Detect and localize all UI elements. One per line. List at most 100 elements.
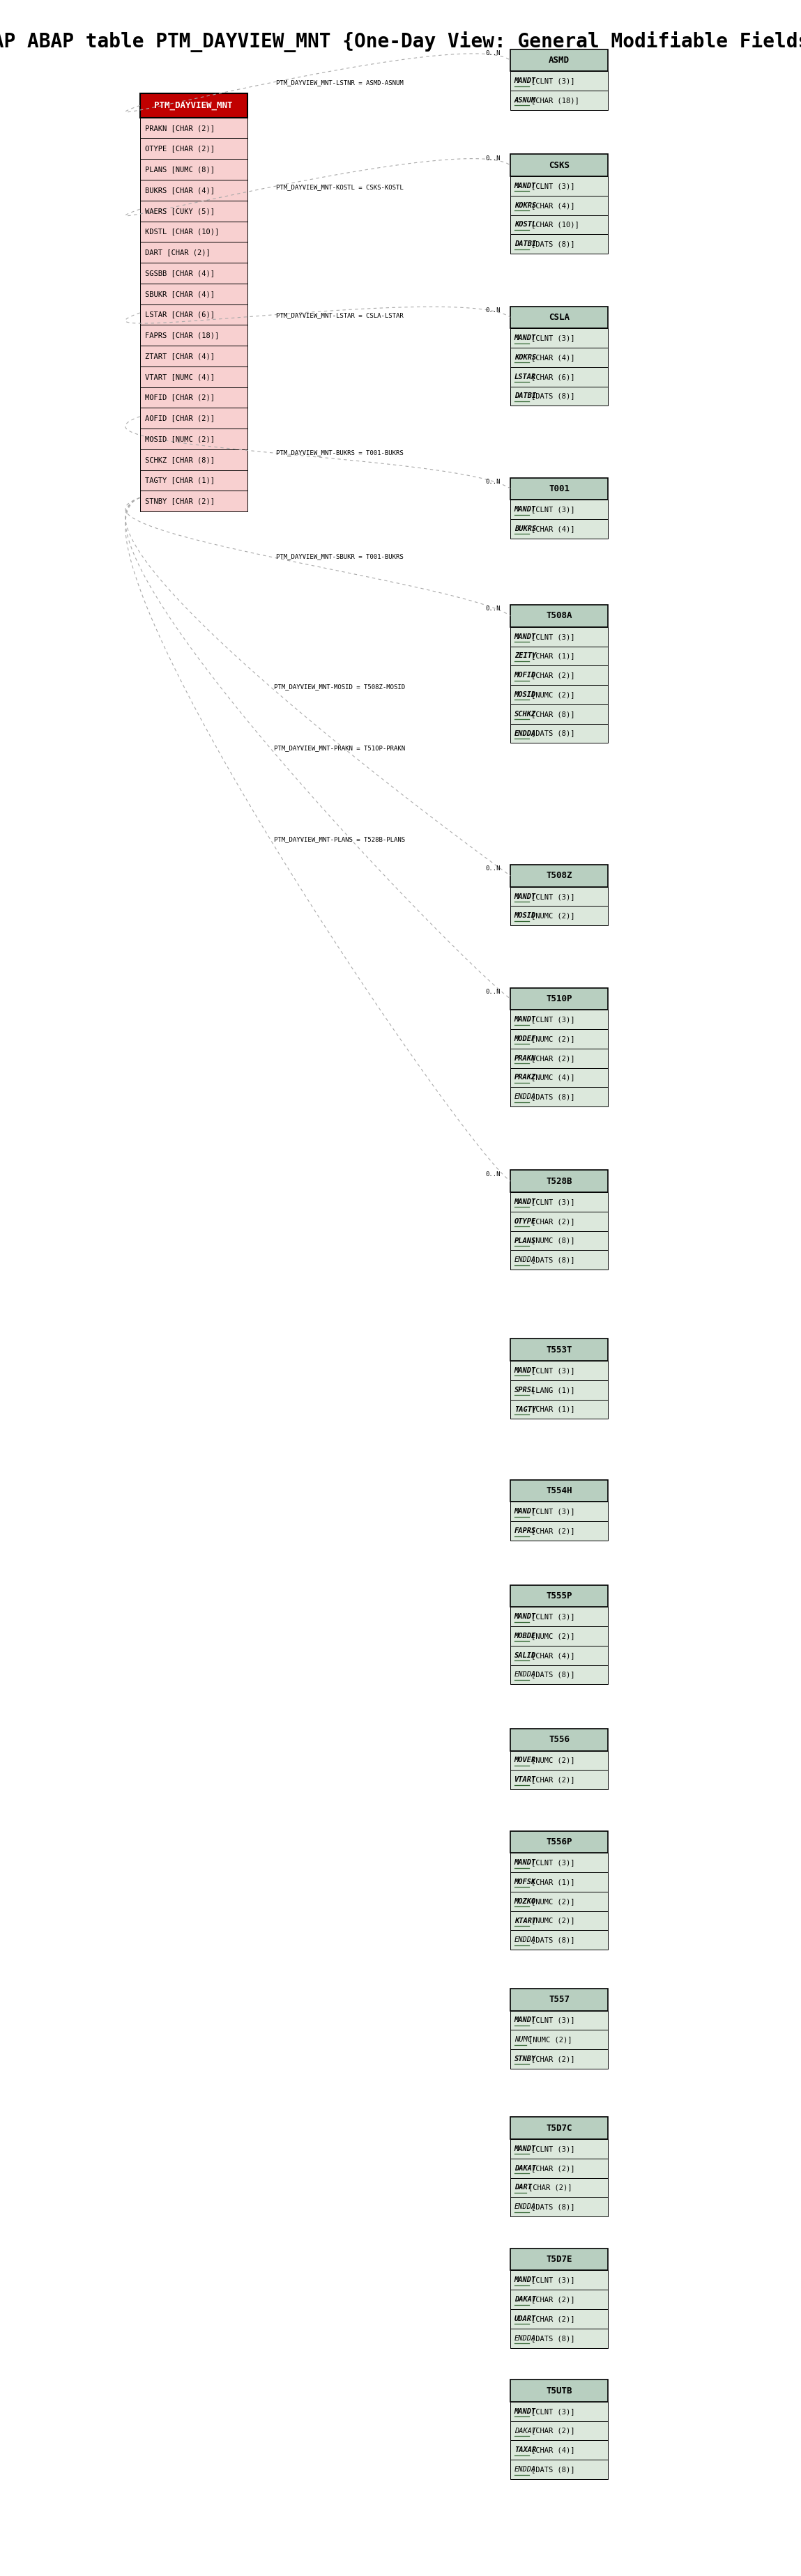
- Text: [CLNT (3)]: [CLNT (3)]: [531, 634, 575, 639]
- FancyBboxPatch shape: [510, 2050, 608, 2069]
- FancyBboxPatch shape: [510, 2159, 608, 2177]
- FancyBboxPatch shape: [510, 907, 608, 925]
- FancyBboxPatch shape: [140, 160, 248, 180]
- Text: MANDT: MANDT: [514, 894, 536, 899]
- Text: [CLNT (3)]: [CLNT (3)]: [531, 1198, 575, 1206]
- FancyBboxPatch shape: [510, 2138, 608, 2159]
- Text: DART: DART: [514, 2184, 532, 2192]
- FancyBboxPatch shape: [510, 886, 608, 907]
- FancyBboxPatch shape: [510, 1193, 608, 1211]
- Text: MANDT: MANDT: [514, 183, 536, 191]
- FancyBboxPatch shape: [140, 366, 248, 386]
- Text: ENDDA: ENDDA: [514, 2334, 536, 2342]
- Text: ASMD: ASMD: [549, 57, 570, 64]
- Text: [CHAR (18)]: [CHAR (18)]: [531, 98, 579, 103]
- FancyBboxPatch shape: [510, 1340, 608, 1360]
- Text: PTM_DAYVIEW_MNT-LSTAR = CSLA-LSTAR: PTM_DAYVIEW_MNT-LSTAR = CSLA-LSTAR: [276, 312, 404, 319]
- FancyBboxPatch shape: [510, 1360, 608, 1381]
- Text: [NUMC (2)]: [NUMC (2)]: [531, 1899, 575, 1904]
- FancyBboxPatch shape: [510, 2421, 608, 2439]
- Text: DAKAT: DAKAT: [514, 2427, 536, 2434]
- FancyBboxPatch shape: [510, 1211, 608, 1231]
- Text: T510P: T510P: [546, 994, 572, 1002]
- Text: FAPRS: FAPRS: [514, 1528, 536, 1535]
- Text: DATBI: DATBI: [514, 392, 536, 399]
- Text: MANDT: MANDT: [514, 634, 536, 639]
- Text: [CLNT (3)]: [CLNT (3)]: [531, 2277, 575, 2282]
- Text: MOZKO: MOZKO: [514, 1899, 536, 1904]
- FancyBboxPatch shape: [140, 345, 248, 366]
- Text: T557: T557: [549, 1994, 570, 2004]
- FancyBboxPatch shape: [140, 283, 248, 304]
- Text: MOSID [NUMC (2)]: MOSID [NUMC (2)]: [145, 435, 215, 443]
- FancyBboxPatch shape: [510, 175, 608, 196]
- Text: MANDT: MANDT: [514, 77, 536, 85]
- Text: [NUMC (2)]: [NUMC (2)]: [531, 1036, 575, 1043]
- FancyBboxPatch shape: [510, 647, 608, 665]
- Text: VTART [NUMC (4)]: VTART [NUMC (4)]: [145, 374, 215, 381]
- Text: PTM_DAYVIEW_MNT-BUKRS = T001-BUKRS: PTM_DAYVIEW_MNT-BUKRS = T001-BUKRS: [276, 448, 404, 456]
- FancyBboxPatch shape: [510, 2012, 608, 2030]
- FancyBboxPatch shape: [140, 492, 248, 513]
- FancyBboxPatch shape: [510, 1399, 608, 1419]
- Text: MANDT: MANDT: [514, 1613, 536, 1620]
- Text: DAKAT: DAKAT: [514, 2164, 536, 2172]
- Text: ENDDA: ENDDA: [514, 1937, 536, 1942]
- Text: FAPRS [CHAR (18)]: FAPRS [CHAR (18)]: [145, 332, 219, 340]
- FancyBboxPatch shape: [510, 214, 608, 234]
- Text: [NUMC (2)]: [NUMC (2)]: [531, 690, 575, 698]
- Text: [CLNT (3)]: [CLNT (3)]: [531, 2017, 575, 2025]
- FancyBboxPatch shape: [140, 469, 248, 492]
- FancyBboxPatch shape: [140, 93, 248, 118]
- Text: [CLNT (3)]: [CLNT (3)]: [531, 335, 575, 343]
- FancyBboxPatch shape: [140, 222, 248, 242]
- Text: [CHAR (2)]: [CHAR (2)]: [531, 2056, 575, 2063]
- Text: 0..N: 0..N: [485, 605, 501, 613]
- FancyBboxPatch shape: [510, 2439, 608, 2460]
- Text: T556P: T556P: [546, 1837, 572, 1847]
- Text: MANDT: MANDT: [514, 505, 536, 513]
- FancyBboxPatch shape: [140, 428, 248, 448]
- Text: [CLNT (3)]: [CLNT (3)]: [531, 1368, 575, 1373]
- FancyBboxPatch shape: [510, 1646, 608, 1664]
- Text: MOVER: MOVER: [514, 1757, 536, 1765]
- FancyBboxPatch shape: [510, 366, 608, 386]
- Text: T554H: T554H: [546, 1486, 572, 1497]
- FancyBboxPatch shape: [510, 72, 608, 90]
- Text: MANDT: MANDT: [514, 1368, 536, 1373]
- Text: [CHAR (2)]: [CHAR (2)]: [531, 1528, 575, 1535]
- Text: [NUMC (2)]: [NUMC (2)]: [531, 1633, 575, 1638]
- Text: [NUMC (4)]: [NUMC (4)]: [531, 1074, 575, 1082]
- Text: PLANS: PLANS: [514, 1236, 536, 1244]
- FancyBboxPatch shape: [510, 866, 608, 886]
- Text: STNBY: STNBY: [514, 2056, 536, 2063]
- Text: MANDT: MANDT: [514, 1507, 536, 1515]
- FancyBboxPatch shape: [510, 1069, 608, 1087]
- Text: [CLNT (3)]: [CLNT (3)]: [531, 2146, 575, 2154]
- Text: T5UTB: T5UTB: [546, 2385, 572, 2396]
- Text: [NUMC (2)]: [NUMC (2)]: [531, 1917, 575, 1924]
- FancyBboxPatch shape: [140, 386, 248, 407]
- FancyBboxPatch shape: [510, 348, 608, 366]
- Text: [CHAR (1)]: [CHAR (1)]: [531, 1406, 575, 1412]
- Text: 0..N: 0..N: [485, 49, 501, 57]
- Text: [CHAR (1)]: [CHAR (1)]: [531, 1878, 575, 1886]
- Text: [NUMC (2)]: [NUMC (2)]: [531, 1757, 575, 1765]
- Text: TAGTY: TAGTY: [514, 1406, 536, 1412]
- Text: 0..N: 0..N: [485, 866, 501, 871]
- Text: WAERS [CUKY (5)]: WAERS [CUKY (5)]: [145, 209, 215, 214]
- FancyBboxPatch shape: [510, 1584, 608, 1607]
- FancyBboxPatch shape: [510, 605, 608, 626]
- Text: SALID: SALID: [514, 1651, 536, 1659]
- Text: PLANS [NUMC (8)]: PLANS [NUMC (8)]: [145, 165, 215, 173]
- FancyBboxPatch shape: [140, 242, 248, 263]
- Text: [DATS (8)]: [DATS (8)]: [531, 392, 575, 399]
- FancyBboxPatch shape: [510, 2177, 608, 2197]
- Text: PTM_DAYVIEW_MNT: PTM_DAYVIEW_MNT: [155, 100, 233, 111]
- Text: [CHAR (4)]: [CHAR (4)]: [531, 526, 575, 533]
- Text: 0..N: 0..N: [485, 155, 501, 162]
- Text: [DATS (8)]: [DATS (8)]: [531, 2334, 575, 2342]
- Text: SCHKZ [CHAR (8)]: SCHKZ [CHAR (8)]: [145, 456, 215, 464]
- FancyBboxPatch shape: [510, 1728, 608, 1752]
- Text: VTART: VTART: [514, 1777, 536, 1783]
